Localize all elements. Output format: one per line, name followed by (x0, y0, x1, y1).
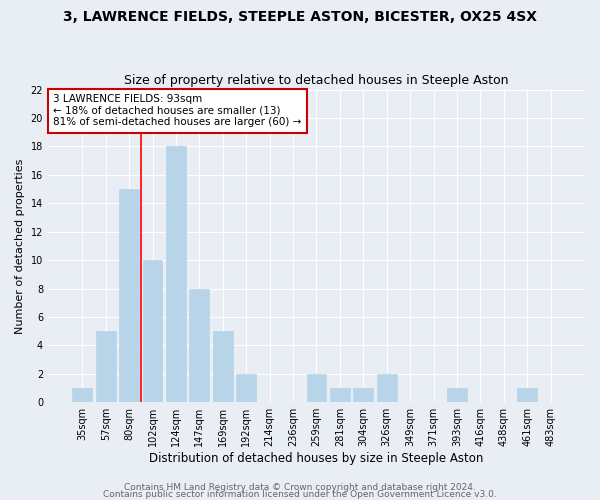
Bar (377, 374, 397, 402)
Bar (330, 388, 350, 402)
Text: 3 LAWRENCE FIELDS: 93sqm
← 18% of detached houses are smaller (13)
81% of semi-d: 3 LAWRENCE FIELDS: 93sqm ← 18% of detach… (53, 94, 302, 128)
Bar (190, 288, 209, 402)
Bar (236, 374, 256, 402)
Bar (517, 388, 537, 402)
Bar (447, 388, 467, 402)
Y-axis label: Number of detached properties: Number of detached properties (15, 158, 25, 334)
Bar (307, 374, 326, 402)
Bar (96, 331, 116, 402)
Text: 3, LAWRENCE FIELDS, STEEPLE ASTON, BICESTER, OX25 4SX: 3, LAWRENCE FIELDS, STEEPLE ASTON, BICES… (63, 10, 537, 24)
Text: Contains HM Land Registry data © Crown copyright and database right 2024.: Contains HM Land Registry data © Crown c… (124, 484, 476, 492)
Bar (166, 146, 186, 402)
Bar (143, 260, 163, 402)
Bar (213, 331, 233, 402)
Bar (73, 388, 92, 402)
Bar (119, 189, 139, 402)
Title: Size of property relative to detached houses in Steeple Aston: Size of property relative to detached ho… (124, 74, 509, 87)
Bar (353, 388, 373, 402)
X-axis label: Distribution of detached houses by size in Steeple Aston: Distribution of detached houses by size … (149, 452, 484, 465)
Text: Contains public sector information licensed under the Open Government Licence v3: Contains public sector information licen… (103, 490, 497, 499)
